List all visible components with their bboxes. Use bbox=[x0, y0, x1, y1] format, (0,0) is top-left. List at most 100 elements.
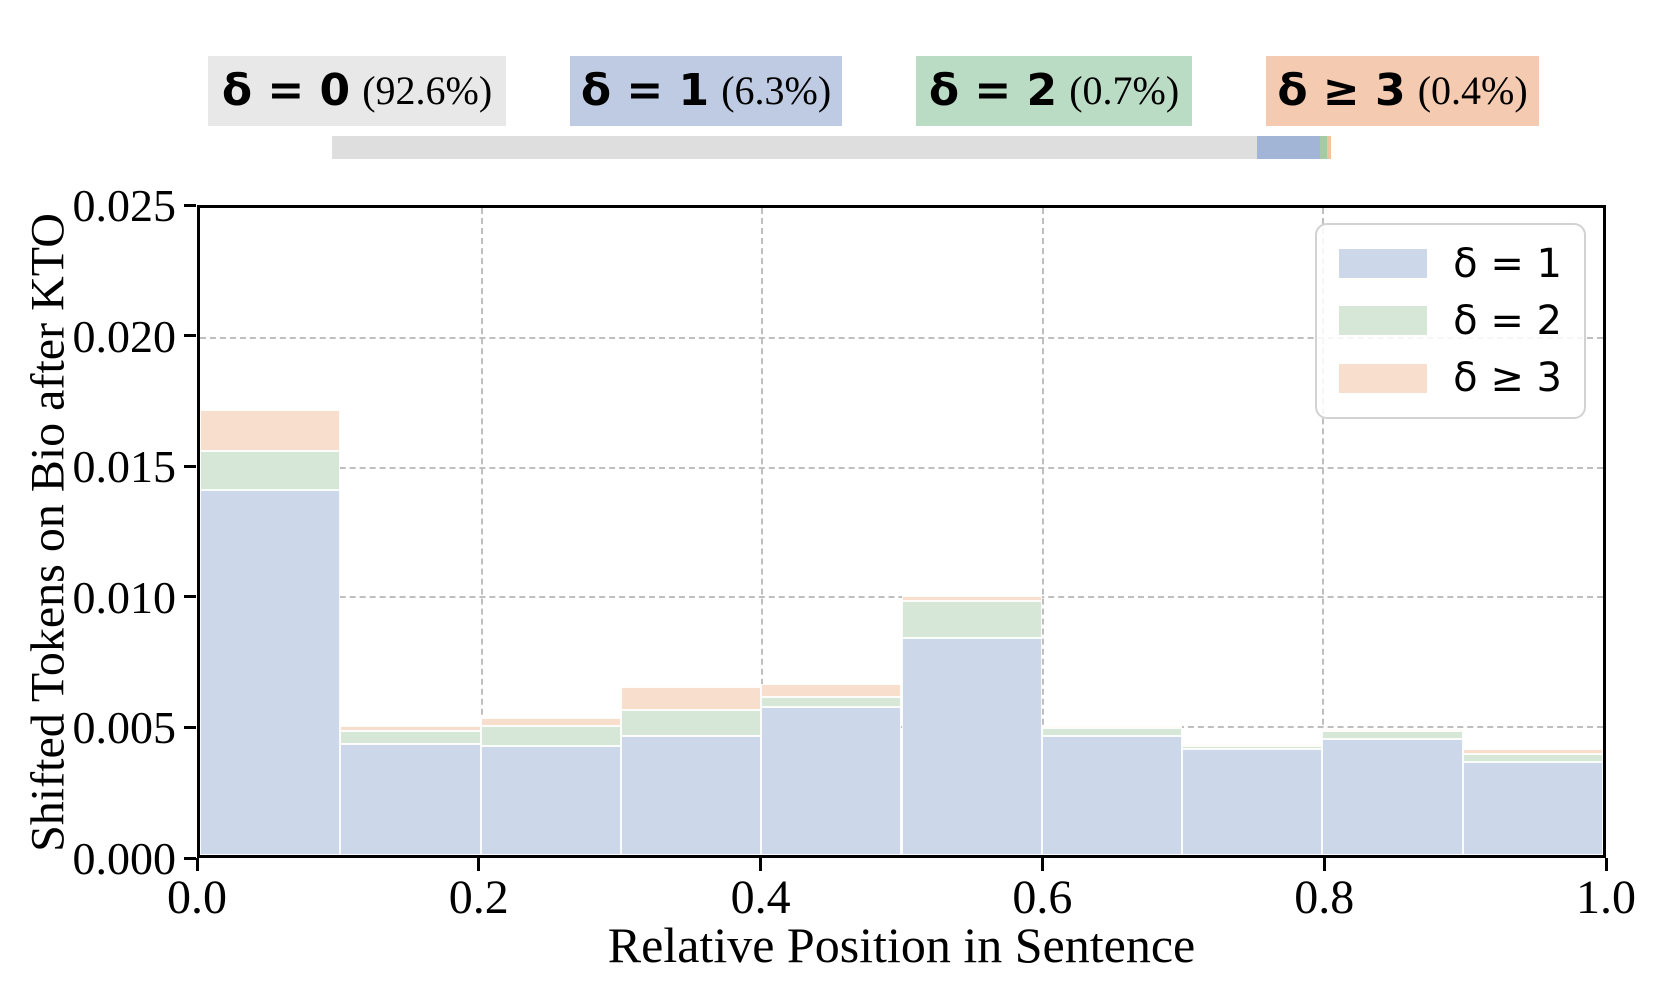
bar-segment-series2-bin2 bbox=[480, 717, 621, 726]
y-tick-label: 0.025 bbox=[72, 180, 177, 231]
y-axis-label: Shifted Tokens on Bio after KTO bbox=[21, 213, 75, 852]
delta-symbol-text: δ = 2 bbox=[928, 65, 1058, 116]
bar-segment-series2-bin5 bbox=[901, 596, 1042, 602]
bar-segment-series2-bin0 bbox=[200, 409, 341, 452]
proportion-segment-delta-3plus bbox=[1326, 136, 1331, 159]
histogram-bin-3 bbox=[620, 208, 762, 855]
bar-segment-series2-bin3 bbox=[620, 686, 762, 711]
bar-segment-series2-bin6 bbox=[1041, 725, 1183, 729]
legend-swatch-1 bbox=[1339, 306, 1427, 336]
legend: δ = 1 δ = 2 δ ≥ 3 bbox=[1315, 223, 1586, 419]
legend-swatch-0 bbox=[1339, 249, 1427, 279]
delta-percent-text: (92.6%) bbox=[362, 68, 493, 113]
bar-segment-series1-bin9 bbox=[1462, 754, 1603, 762]
vertical-gridline bbox=[480, 208, 483, 855]
x-tick-label: 0.2 bbox=[448, 871, 509, 924]
y-tick-mark bbox=[184, 595, 196, 599]
histogram-bin-1 bbox=[340, 208, 481, 855]
delta-label-0: δ = 0 (92.6%) bbox=[208, 56, 506, 126]
x-axis-label: Relative Position in Sentence bbox=[607, 917, 1196, 973]
histogram-bin-4 bbox=[761, 208, 902, 855]
x-tick-mark bbox=[1604, 858, 1608, 871]
legend-swatch-2 bbox=[1339, 363, 1427, 393]
bar-segment-series1-bin3 bbox=[620, 710, 762, 736]
bar-segment-series1-bin5 bbox=[901, 601, 1042, 638]
bar-segment-series0-bin2 bbox=[480, 746, 621, 855]
delta-proportion-bar bbox=[332, 136, 1331, 159]
bar-segment-series1-bin8 bbox=[1322, 730, 1463, 739]
y-tick-label: 0.010 bbox=[72, 571, 177, 623]
bar-segment-series0-bin3 bbox=[620, 735, 762, 855]
legend-label-0: δ = 1 bbox=[1453, 240, 1562, 287]
bar-segment-series0-bin8 bbox=[1322, 738, 1463, 855]
y-tick-mark bbox=[184, 203, 196, 207]
vertical-gridline bbox=[1041, 208, 1044, 855]
bar-segment-series1-bin2 bbox=[480, 725, 621, 747]
delta-label-2: δ = 2 (0.7%) bbox=[916, 56, 1192, 126]
histogram-bin-7 bbox=[1182, 208, 1323, 855]
delta-label-3: δ ≥ 3 (0.4%) bbox=[1266, 56, 1539, 126]
proportion-segment-delta-0 bbox=[332, 136, 1258, 159]
vertical-gridline bbox=[1322, 208, 1325, 855]
bar-segment-series0-bin5 bbox=[901, 637, 1042, 855]
bar-segment-series2-bin9 bbox=[1462, 748, 1603, 755]
bar-segment-series0-bin6 bbox=[1041, 735, 1183, 855]
bar-segment-series0-bin0 bbox=[200, 490, 341, 855]
histogram-bin-6 bbox=[1041, 208, 1183, 855]
y-tick-label: 0.000 bbox=[72, 833, 177, 884]
delta-symbol-text: δ = 0 bbox=[221, 65, 351, 116]
horizontal-gridline bbox=[200, 466, 1603, 469]
delta-symbol-text: δ = 1 bbox=[580, 65, 710, 116]
bar-segment-series1-bin4 bbox=[761, 697, 902, 708]
bar-segment-series0-bin9 bbox=[1462, 761, 1603, 855]
delta-percent-text: (6.3%) bbox=[721, 68, 832, 113]
bar-segment-series0-bin4 bbox=[761, 707, 902, 855]
x-tick-label: 0.0 bbox=[167, 871, 227, 924]
y-tick-mark bbox=[184, 464, 196, 468]
histogram-bin-9 bbox=[1462, 208, 1603, 855]
legend-label-2: δ ≥ 3 bbox=[1453, 355, 1562, 402]
x-tick-label: 1.0 bbox=[1576, 871, 1636, 924]
x-tick-mark bbox=[477, 858, 481, 871]
y-tick-mark bbox=[184, 334, 196, 338]
bar-segment-series2-bin4 bbox=[761, 684, 902, 698]
bar-segment-series1-bin7 bbox=[1182, 746, 1323, 749]
proportion-segment-delta-1 bbox=[1257, 136, 1320, 159]
histogram-bin-2 bbox=[480, 208, 621, 855]
x-tick-label: 0.8 bbox=[1294, 871, 1355, 924]
x-tick-label: 0.4 bbox=[730, 871, 791, 924]
vertical-gridline bbox=[761, 208, 764, 855]
legend-item-2: δ ≥ 3 bbox=[1339, 358, 1562, 398]
histogram-bars bbox=[200, 208, 1603, 855]
bar-segment-series1-bin0 bbox=[200, 451, 341, 491]
y-tick-mark bbox=[184, 856, 196, 860]
delta-percent-text: (0.4%) bbox=[1417, 68, 1528, 113]
bar-segment-series2-bin7 bbox=[1182, 743, 1323, 747]
delta-symbol-text: δ ≥ 3 bbox=[1277, 65, 1406, 116]
legend-label-1: δ = 2 bbox=[1453, 297, 1562, 344]
histogram-bin-8 bbox=[1322, 208, 1463, 855]
proportion-segment-delta-2 bbox=[1319, 136, 1327, 159]
y-tick-label: 0.020 bbox=[72, 310, 177, 362]
plot-area: δ = 1 δ = 2 δ ≥ 3 bbox=[197, 205, 1606, 858]
bar-segment-series2-bin8 bbox=[1322, 728, 1463, 731]
x-tick-mark bbox=[759, 858, 763, 871]
histogram-bin-5 bbox=[901, 208, 1042, 855]
x-tick-mark bbox=[1040, 858, 1044, 871]
delta-percent-text: (0.7%) bbox=[1069, 68, 1180, 113]
y-tick-label: 0.015 bbox=[72, 441, 177, 493]
horizontal-gridline bbox=[200, 337, 1603, 340]
y-tick-mark bbox=[184, 725, 196, 729]
legend-item-0: δ = 1 bbox=[1339, 244, 1562, 284]
y-tick-label: 0.005 bbox=[72, 702, 177, 754]
legend-item-1: δ = 2 bbox=[1339, 301, 1562, 341]
x-tick-mark bbox=[1322, 858, 1326, 871]
x-tick-mark bbox=[195, 858, 199, 871]
histogram-bin-0 bbox=[200, 208, 341, 855]
bar-segment-series0-bin1 bbox=[340, 743, 481, 855]
bar-segment-series1-bin6 bbox=[1041, 728, 1183, 736]
delta-label-1: δ = 1 (6.3%) bbox=[570, 56, 842, 126]
x-tick-label: 0.6 bbox=[1012, 871, 1073, 924]
bar-segment-series2-bin1 bbox=[340, 725, 481, 731]
